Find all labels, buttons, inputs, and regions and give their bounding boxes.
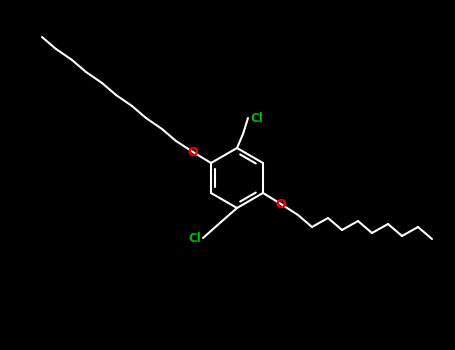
Text: Cl: Cl [188, 231, 201, 245]
Text: Cl: Cl [250, 112, 263, 125]
Text: O: O [187, 146, 198, 159]
Text: O: O [276, 197, 286, 210]
